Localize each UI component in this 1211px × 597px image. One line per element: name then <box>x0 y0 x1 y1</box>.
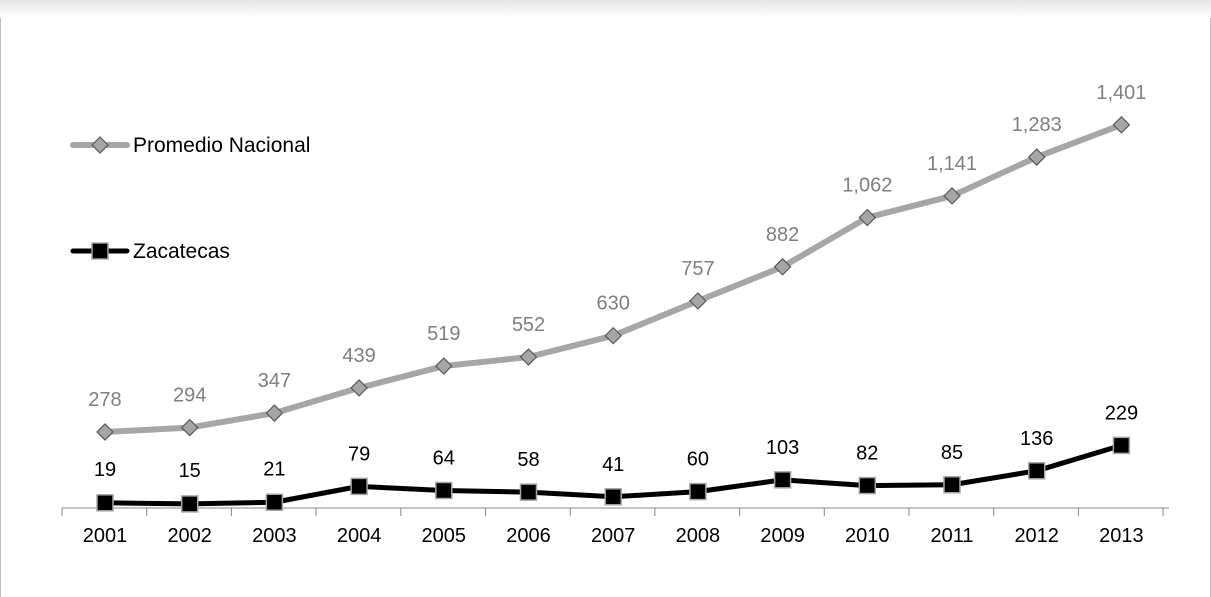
data-label-zacatecas: 60 <box>687 449 709 471</box>
data-point-promedio-nacional <box>1027 148 1046 166</box>
x-tick-label: 2003 <box>252 525 297 547</box>
data-label-zacatecas: 58 <box>517 449 539 471</box>
data-point-zacatecas <box>858 476 877 495</box>
data-label-zacatecas: 41 <box>602 454 624 476</box>
data-point-promedio-nacional <box>265 404 284 422</box>
data-point-zacatecas <box>689 482 707 501</box>
data-label-promedio-nacional: 1,062 <box>842 175 892 197</box>
data-label-promedio-nacional: 294 <box>173 385 206 407</box>
data-point-zacatecas <box>519 483 538 501</box>
data-label-zacatecas: 82 <box>856 443 878 465</box>
data-label-zacatecas: 229 <box>1105 402 1138 424</box>
data-label-promedio-nacional: 439 <box>342 345 375 367</box>
data-label-zacatecas: 21 <box>263 458 285 480</box>
x-tick-label: 2002 <box>167 525 212 547</box>
legend-label-promedio-nacional: Promedio Nacional <box>133 134 310 157</box>
x-tick-label: 2006 <box>506 525 551 547</box>
data-label-zacatecas: 15 <box>179 460 201 482</box>
data-label-zacatecas: 79 <box>348 443 370 465</box>
data-label-zacatecas: 103 <box>766 437 799 459</box>
data-labels: 278 294 347 439 519 552 630 757 882 1,062 1,141 1,2… <box>88 82 1146 482</box>
data-label-promedio-nacional: 1,141 <box>927 153 977 175</box>
x-tick-label: 2005 <box>422 525 467 547</box>
data-point-promedio-nacional <box>519 348 538 366</box>
data-point-zacatecas <box>96 494 114 512</box>
data-point-promedio-nacional <box>689 292 707 310</box>
x-tick-label: 2013 <box>1099 525 1144 547</box>
data-label-zacatecas: 136 <box>1020 428 1053 450</box>
data-point-promedio-nacional <box>434 357 453 375</box>
data-point-zacatecas <box>180 495 199 513</box>
data-label-zacatecas: 64 <box>433 447 455 469</box>
x-tick-label: 2010 <box>845 525 890 547</box>
data-point-promedio-nacional <box>1112 115 1131 134</box>
data-label-zacatecas: 85 <box>941 442 963 464</box>
data-point-promedio-nacional <box>773 257 792 276</box>
data-point-zacatecas <box>604 488 622 506</box>
legend-marker-promedio-nacional <box>91 136 109 154</box>
x-tick-label: 2012 <box>1014 525 1059 547</box>
data-label-zacatecas: 19 <box>94 459 116 481</box>
data-point-promedio-nacional <box>858 208 877 227</box>
data-label-promedio-nacional: 519 <box>427 323 460 345</box>
data-point-promedio-nacional <box>943 187 961 205</box>
data-point-zacatecas <box>1112 436 1131 455</box>
legend-marker-zacatecas <box>91 242 109 260</box>
data-label-promedio-nacional: 347 <box>258 370 291 392</box>
x-tick-label: 2008 <box>676 525 721 547</box>
top-fade <box>0 0 1211 18</box>
data-point-zacatecas <box>943 476 961 494</box>
data-point-zacatecas <box>773 471 792 489</box>
data-point-promedio-nacional <box>180 418 199 437</box>
series-markers <box>96 115 1131 513</box>
data-label-promedio-nacional: 1,283 <box>1012 114 1062 136</box>
data-label-promedio-nacional: 630 <box>597 293 630 315</box>
legend-label-zacatecas: Zacatecas <box>133 240 230 263</box>
x-tick-label: 2001 <box>83 525 128 547</box>
x-tick-label: 2007 <box>591 525 636 547</box>
data-label-promedio-nacional: 1,401 <box>1096 82 1146 104</box>
x-tick-label: 2009 <box>760 525 805 547</box>
x-axis: 2001 2002 2003 2004 2005 2006 2007 2008 2009 2010… <box>61 507 1169 547</box>
data-label-promedio-nacional: 278 <box>88 389 121 411</box>
x-tick-label: 2004 <box>337 525 382 547</box>
data-point-promedio-nacional <box>96 423 114 441</box>
x-tick-label: 2011 <box>930 525 973 547</box>
data-point-promedio-nacional <box>350 379 368 397</box>
data-label-promedio-nacional: 552 <box>512 314 545 336</box>
data-point-zacatecas <box>265 493 284 512</box>
data-label-promedio-nacional: 882 <box>766 224 799 246</box>
data-point-promedio-nacional <box>604 326 623 345</box>
data-point-zacatecas <box>435 481 453 500</box>
legend: Promedio Nacional Zacatecas <box>70 134 310 263</box>
data-label-promedio-nacional: 757 <box>681 258 714 280</box>
data-point-zacatecas <box>350 477 368 496</box>
data-point-zacatecas <box>1027 462 1046 480</box>
